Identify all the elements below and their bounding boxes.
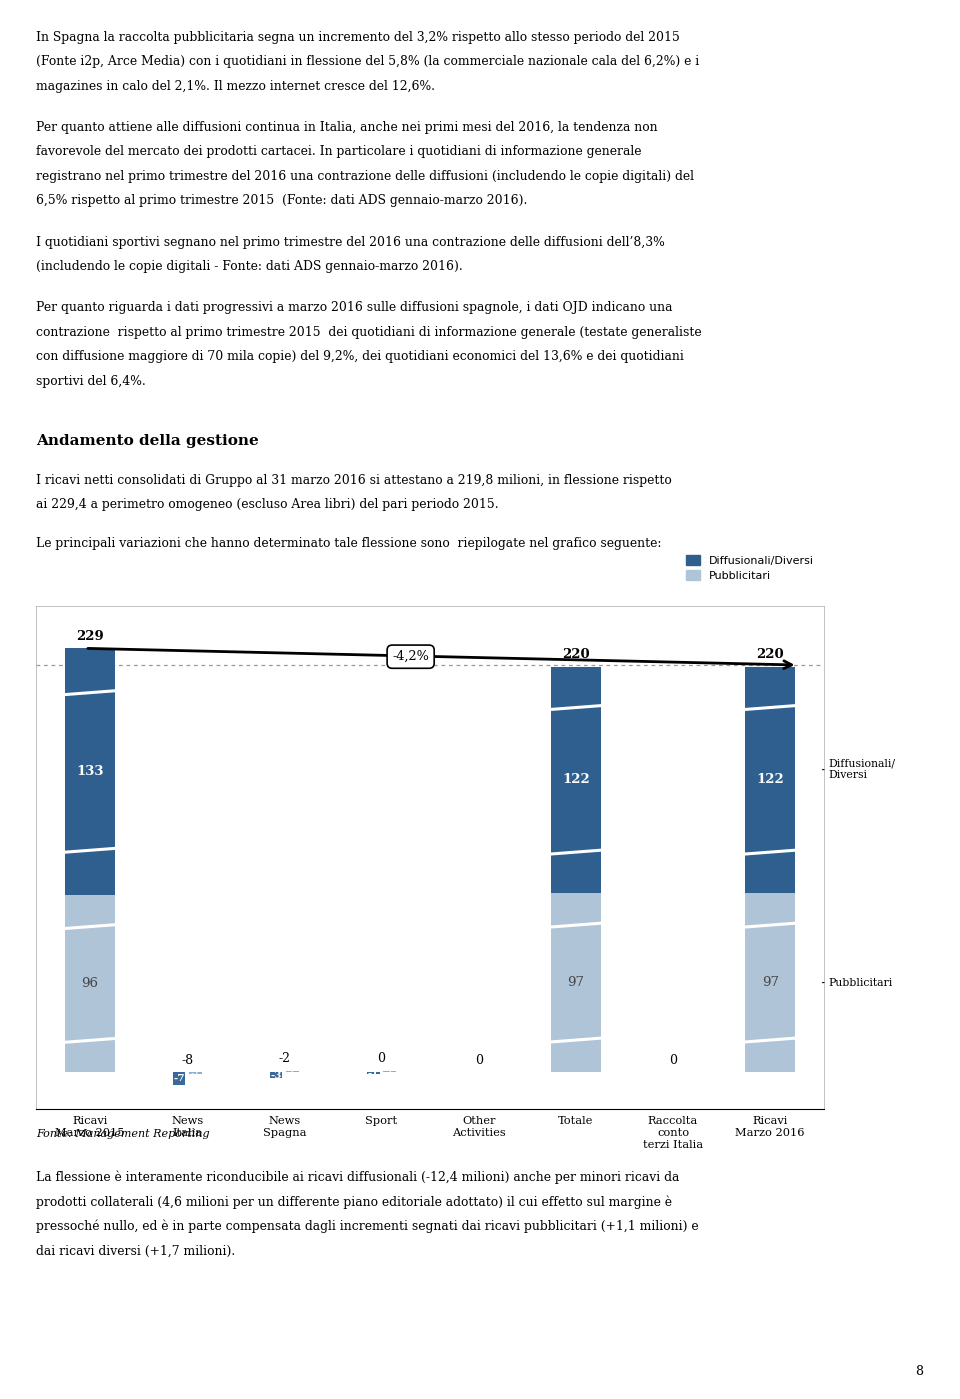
Text: In Spagna la raccolta pubblicitaria segna un incremento del 3,2% rispetto allo s: In Spagna la raccolta pubblicitaria segn… bbox=[36, 31, 681, 43]
Text: Diffusionali/
Diversi: Diffusionali/ Diversi bbox=[828, 758, 896, 781]
Bar bbox=[173, 1073, 185, 1086]
Bar bbox=[367, 1073, 379, 1074]
Text: 1: 1 bbox=[289, 1067, 296, 1076]
Text: -2: -2 bbox=[278, 1052, 290, 1065]
Text: dai ricavi diversi (+1,7 milioni).: dai ricavi diversi (+1,7 milioni). bbox=[36, 1245, 236, 1258]
Text: con diffusione maggiore di 70 mila copie) del 9,2%, dei quotidiani economici del: con diffusione maggiore di 70 mila copie… bbox=[36, 350, 684, 364]
Text: 0: 0 bbox=[474, 1053, 483, 1067]
Text: -1: -1 bbox=[190, 1069, 201, 1077]
Text: 97: 97 bbox=[761, 977, 779, 989]
Text: -8: -8 bbox=[181, 1053, 193, 1067]
Text: Fonte: Management Reporting: Fonte: Management Reporting bbox=[36, 1129, 210, 1139]
Bar bbox=[64, 648, 115, 894]
Text: 8: 8 bbox=[916, 1365, 924, 1378]
Bar bbox=[745, 667, 796, 893]
Bar bbox=[189, 1073, 202, 1074]
Text: pressoché nullo, ed è in parte compensata dagli incrementi segnati dai ricavi pu: pressoché nullo, ed è in parte compensat… bbox=[36, 1220, 699, 1234]
Bar bbox=[64, 894, 115, 1073]
Text: 0: 0 bbox=[669, 1053, 677, 1067]
Text: I quotidiani sportivi segnano nel primo trimestre del 2016 una contrazione delle: I quotidiani sportivi segnano nel primo … bbox=[36, 235, 665, 249]
Text: contrazione  rispetto al primo trimestre 2015  dei quotidiani di informazione ge: contrazione rispetto al primo trimestre … bbox=[36, 326, 702, 339]
Text: Pubblicitari: Pubblicitari bbox=[828, 978, 893, 988]
Text: M€: M€ bbox=[0, 578, 1, 590]
Bar bbox=[383, 1070, 396, 1073]
Text: (includendo le copie digitali - Fonte: dati ADS gennaio-marzo 2016).: (includendo le copie digitali - Fonte: d… bbox=[36, 260, 464, 273]
Text: ai 229,4 a perimetro omogeneo (escluso Area libri) del pari periodo 2015.: ai 229,4 a perimetro omogeneo (escluso A… bbox=[36, 498, 499, 511]
Text: 1: 1 bbox=[386, 1067, 393, 1076]
Text: magazines in calo del 2,1%. Il mezzo internet cresce del 12,6%.: magazines in calo del 2,1%. Il mezzo int… bbox=[36, 80, 436, 92]
Text: 97: 97 bbox=[567, 977, 585, 989]
Text: -1: -1 bbox=[368, 1069, 379, 1077]
Text: -7: -7 bbox=[173, 1074, 184, 1083]
Text: Le principali variazioni che hanno determinato tale flessione sono  riepilogate : Le principali variazioni che hanno deter… bbox=[36, 536, 662, 550]
Text: 0: 0 bbox=[377, 1052, 386, 1065]
Bar bbox=[551, 667, 601, 893]
Text: 96: 96 bbox=[82, 977, 99, 990]
Text: registrano nel primo trimestre del 2016 una contrazione delle diffusioni (includ: registrano nel primo trimestre del 2016 … bbox=[36, 169, 694, 183]
Legend: Diffusionali/Diversi, Pubblicitari: Diffusionali/Diversi, Pubblicitari bbox=[682, 551, 818, 585]
Text: 122: 122 bbox=[562, 774, 589, 786]
Text: 133: 133 bbox=[76, 765, 104, 778]
Bar bbox=[551, 893, 601, 1073]
Text: -4,2%: -4,2% bbox=[393, 651, 429, 663]
Text: 122: 122 bbox=[756, 774, 784, 786]
Text: 220: 220 bbox=[756, 648, 784, 662]
Text: La flessione è interamente riconducibile ai ricavi diffusionali (-12,4 milioni) : La flessione è interamente riconducibile… bbox=[36, 1171, 680, 1185]
Text: prodotti collaterali (4,6 milioni per un differente piano editoriale adottato) i: prodotti collaterali (4,6 milioni per un… bbox=[36, 1195, 672, 1209]
Text: Per quanto attiene alle diffusioni continua in Italia, anche nei primi mesi del : Per quanto attiene alle diffusioni conti… bbox=[36, 120, 659, 134]
Text: 229: 229 bbox=[76, 630, 104, 642]
Text: favorevole del mercato dei prodotti cartacei. In particolare i quotidiani di inf: favorevole del mercato dei prodotti cart… bbox=[36, 145, 642, 158]
Text: sportivi del 6,4%.: sportivi del 6,4%. bbox=[36, 375, 146, 388]
Text: 6,5% rispetto al primo trimestre 2015  (Fonte: dati ADS gennaio-marzo 2016).: 6,5% rispetto al primo trimestre 2015 (F… bbox=[36, 194, 528, 207]
Text: -3: -3 bbox=[271, 1070, 282, 1080]
Bar bbox=[270, 1073, 282, 1079]
Text: (Fonte i2p, Arce Media) con i quotidiani in flessione del 5,8% (la commerciale n: (Fonte i2p, Arce Media) con i quotidiani… bbox=[36, 55, 700, 69]
Text: I ricavi netti consolidati di Gruppo al 31 marzo 2016 si attestano a 219,8 milio: I ricavi netti consolidati di Gruppo al … bbox=[36, 473, 672, 487]
Bar bbox=[745, 893, 796, 1073]
Bar bbox=[286, 1070, 299, 1073]
Text: 220: 220 bbox=[562, 648, 589, 662]
Text: Per quanto riguarda i dati progressivi a marzo 2016 sulle diffusioni spagnole, i: Per quanto riguarda i dati progressivi a… bbox=[36, 301, 673, 315]
Text: Andamento della gestione: Andamento della gestione bbox=[36, 434, 259, 449]
